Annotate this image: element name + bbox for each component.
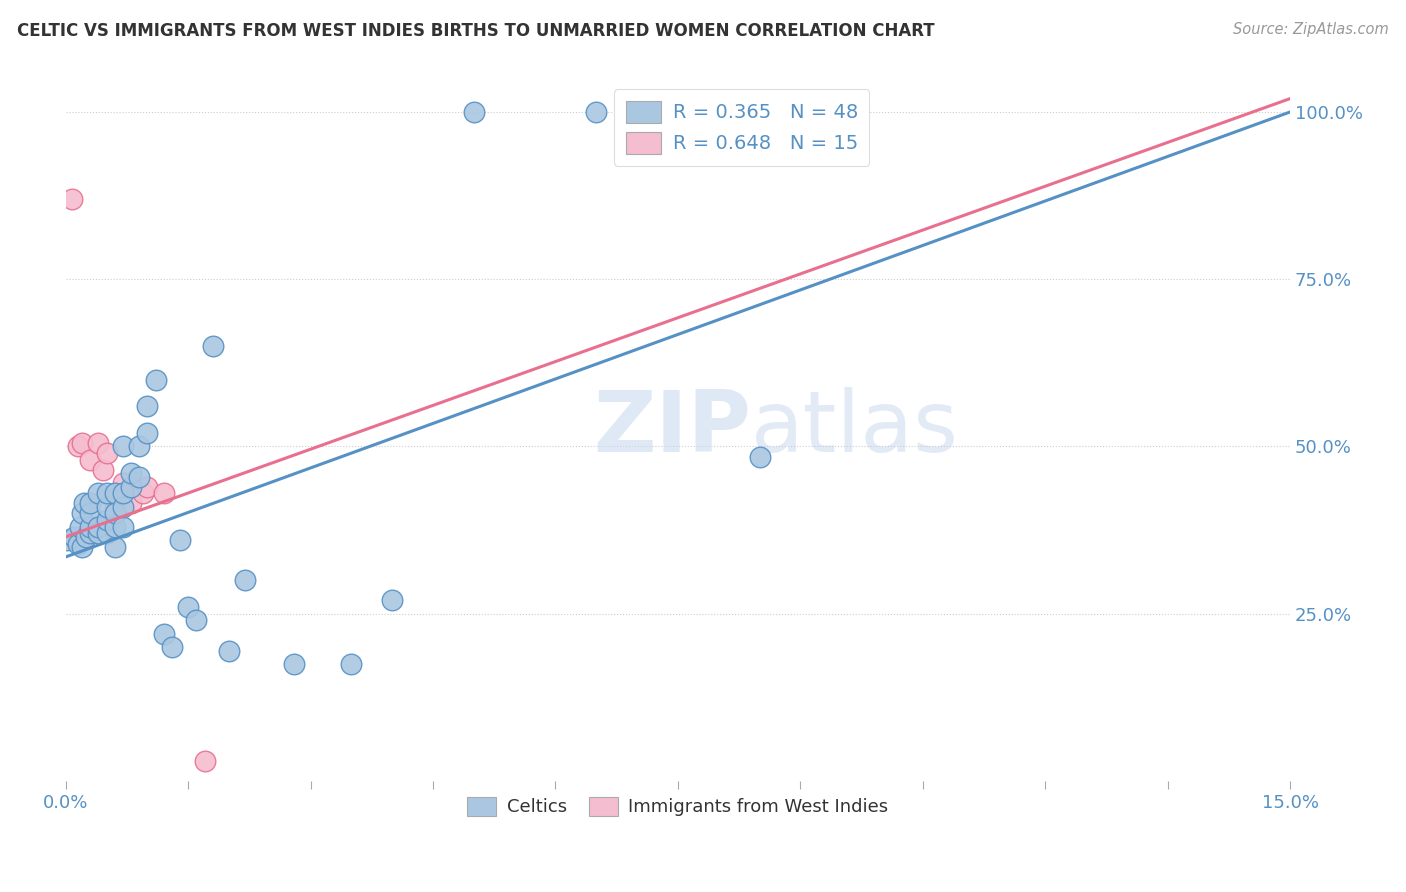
Text: atlas: atlas [751,387,959,470]
Point [56,533,79,548]
Point [70,540,93,554]
Text: CELTIC VS IMMIGRANTS FROM WEST INDIES BIRTHS TO UNMARRIED WOMEN CORRELATION CHAR: CELTIC VS IMMIGRANTS FROM WEST INDIES BI… [17,22,935,40]
Point [87,526,110,541]
Point [218,643,240,657]
Point [128,469,150,483]
Point [128,440,150,454]
Point [111,476,134,491]
Point [104,540,127,554]
Point [67,536,90,550]
Point [120,467,142,481]
Point [79,507,101,521]
Point [87,486,110,500]
Point [463,105,485,120]
Point [104,486,127,500]
Text: ZIP: ZIP [593,387,751,470]
Point [79,496,101,510]
Point [60,192,83,206]
Legend: Celtics, Immigrants from West Indies: Celtics, Immigrants from West Indies [458,788,897,825]
Point [169,533,191,548]
Point [87,436,110,450]
Point [748,450,770,464]
Point [104,496,127,510]
Point [381,593,404,607]
Point [70,436,93,450]
Point [75,530,97,544]
Point [91,463,114,477]
Point [111,486,134,500]
Point [111,440,134,454]
Point [96,513,118,527]
Point [111,500,134,514]
Point [201,339,224,353]
Point [120,480,142,494]
Point [177,600,200,615]
Point [132,486,155,500]
Point [73,496,96,510]
Point [160,640,183,655]
Point [585,105,607,120]
Point [96,526,118,541]
Point [235,574,257,588]
Point [96,500,118,514]
Point [69,520,91,534]
Point [111,520,134,534]
Point [340,657,363,671]
Text: Source: ZipAtlas.com: Source: ZipAtlas.com [1233,22,1389,37]
Point [145,373,167,387]
Point [120,496,142,510]
Point [283,657,305,671]
Point [79,453,101,467]
Point [96,446,118,460]
Point [136,400,159,414]
Point [193,754,215,768]
Point [104,520,127,534]
Point [96,486,118,500]
Point [136,480,159,494]
Point [136,426,159,441]
Point [152,486,174,500]
Point [67,440,90,454]
Point [79,526,101,541]
Point [63,530,86,544]
Point [152,627,174,641]
Point [748,105,770,120]
Point [87,520,110,534]
Point [186,614,208,628]
Point [70,507,93,521]
Point [104,507,127,521]
Point [79,520,101,534]
